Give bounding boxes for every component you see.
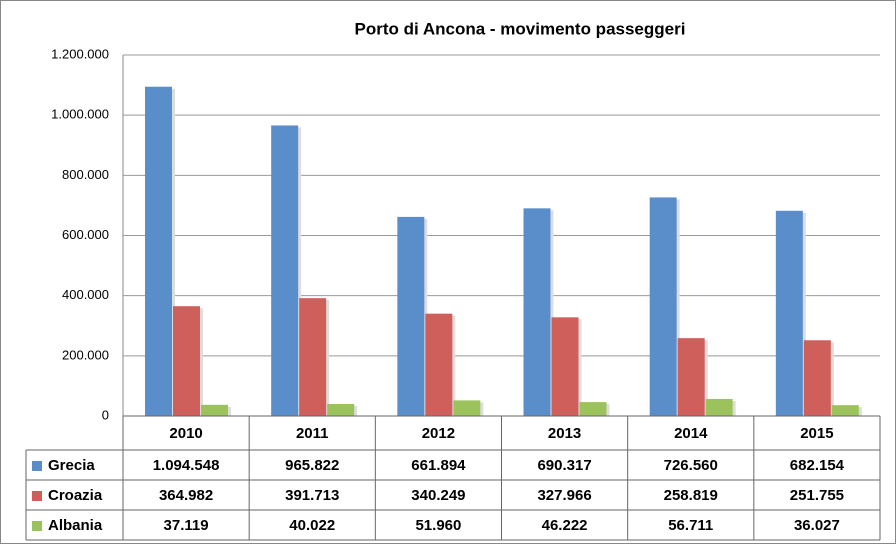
table-value: 40.022 [289,517,335,534]
table-value: 36.027 [794,517,840,534]
bar [271,125,299,416]
y-tick-label: 600.000 [62,227,109,242]
y-tick-label: 400.000 [62,287,109,302]
table-value: 682.154 [790,457,845,474]
bar [397,216,425,416]
bar [579,402,607,416]
x-tick-label: 2012 [422,425,455,442]
bar [831,405,859,416]
legend-label: Grecia [48,457,95,474]
table-value: 251.755 [790,487,844,504]
table-value: 1.094.548 [153,457,220,474]
table-value: 258.819 [664,487,718,504]
bar [523,208,551,416]
table-value: 56.711 [668,517,713,534]
table-value: 364.982 [159,487,213,504]
x-tick-label: 2015 [800,425,833,442]
table-value: 965.822 [285,457,339,474]
bar [551,317,579,416]
bar [803,340,831,416]
legend-swatch [32,521,42,531]
legend-swatch [32,491,42,501]
table-value: 51.960 [415,517,461,534]
table-value: 690.317 [537,457,591,474]
legend-swatch [32,461,42,471]
chart-title: Porto di Ancona - movimento passeggeri [355,19,686,38]
bar [425,313,453,416]
x-tick-label: 2011 [296,425,329,442]
bar [649,197,677,416]
bar [299,298,327,416]
x-tick-label: 2014 [674,425,708,442]
table-value: 391.713 [285,487,339,504]
bar [201,404,228,416]
y-tick-label: 1.200.000 [51,46,109,61]
table-value: 37.119 [164,517,209,534]
y-tick-label: 800.000 [62,167,109,182]
bar [453,400,481,416]
y-tick-label: 0 [102,407,109,422]
legend-label: Croazia [48,487,103,504]
table-value: 661.894 [411,457,466,474]
x-tick-label: 2013 [548,425,581,442]
legend-label: Albania [48,517,103,534]
bar [145,86,172,416]
x-tick-label: 2010 [169,425,202,442]
table-value: 726.560 [664,457,718,474]
y-tick-label: 1.000.000 [51,107,109,122]
bar [173,306,200,416]
bar [775,210,803,416]
table-value: 340.249 [411,487,465,504]
bar [677,338,705,416]
table-value: 327.966 [537,487,591,504]
bar [327,403,355,416]
y-tick-label: 200.000 [62,347,109,362]
bar [705,398,733,416]
table-value: 46.222 [542,517,588,534]
